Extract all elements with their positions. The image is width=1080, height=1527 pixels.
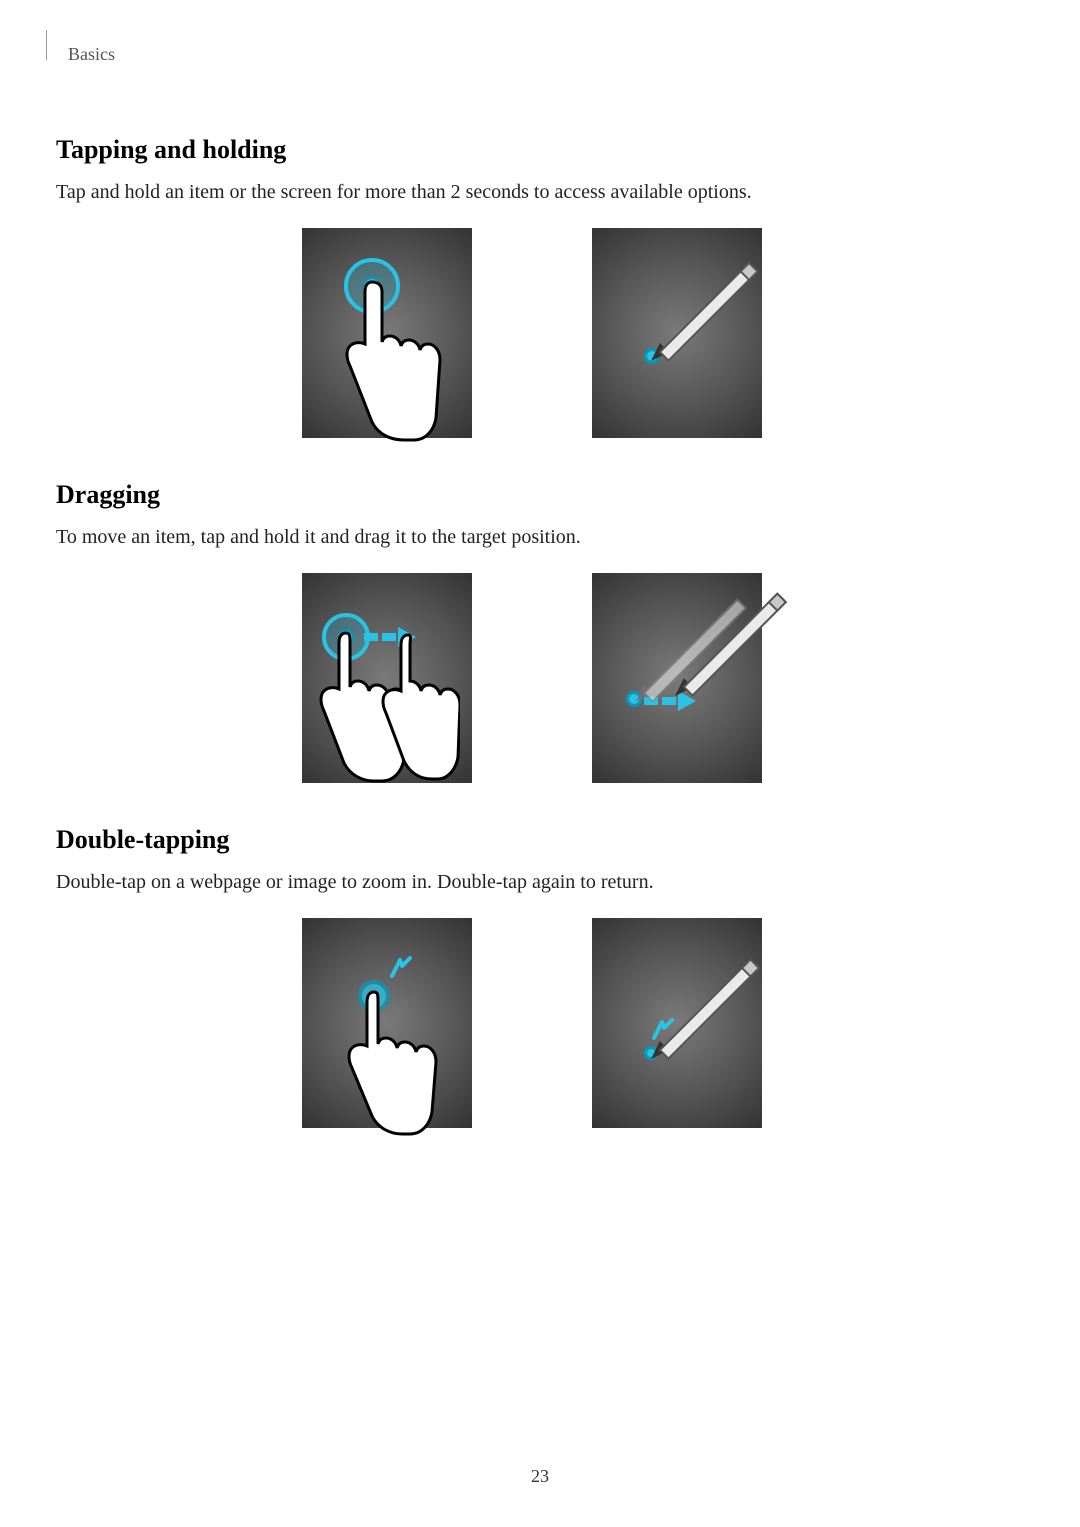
figure-dbltap-finger: [302, 918, 472, 1128]
page-number: 23: [0, 1466, 1080, 1487]
finger-icon: [338, 986, 448, 1136]
section-title: Tapping and holding: [56, 135, 1008, 165]
section-title: Double-tapping: [56, 825, 1008, 855]
section-dragging: Dragging To move an item, tap and hold i…: [56, 480, 1008, 783]
header-section-label: Basics: [68, 44, 1008, 65]
page-content: Tapping and holding Tap and hold an item…: [56, 135, 1008, 1128]
header-divider: [46, 30, 47, 60]
figure-dbltap-pen: [592, 918, 762, 1128]
pen-icon: [648, 912, 808, 1072]
figure-row-dragging: [56, 573, 1008, 783]
figure-tap-hold-pen: [592, 228, 762, 438]
section-body: Tap and hold an item or the screen for m…: [56, 179, 1008, 206]
pen-icon: [646, 218, 806, 378]
section-body: Double-tap on a webpage or image to zoom…: [56, 869, 1008, 896]
finger-icon: [380, 629, 460, 789]
section-tapping-holding: Tapping and holding Tap and hold an item…: [56, 135, 1008, 438]
figure-tap-hold-finger: [302, 228, 472, 438]
finger-icon: [332, 272, 452, 447]
figure-row-tap-hold: [56, 228, 1008, 438]
section-body: To move an item, tap and hold it and dra…: [56, 524, 1008, 551]
figure-drag-finger: [302, 573, 472, 783]
section-double-tapping: Double-tapping Double-tap on a webpage o…: [56, 825, 1008, 1128]
figure-row-double-tap: [56, 918, 1008, 1128]
section-title: Dragging: [56, 480, 1008, 510]
pen-icon: [672, 537, 842, 707]
figure-drag-pen: [592, 573, 762, 783]
double-tap-mark-icon: [388, 956, 416, 984]
